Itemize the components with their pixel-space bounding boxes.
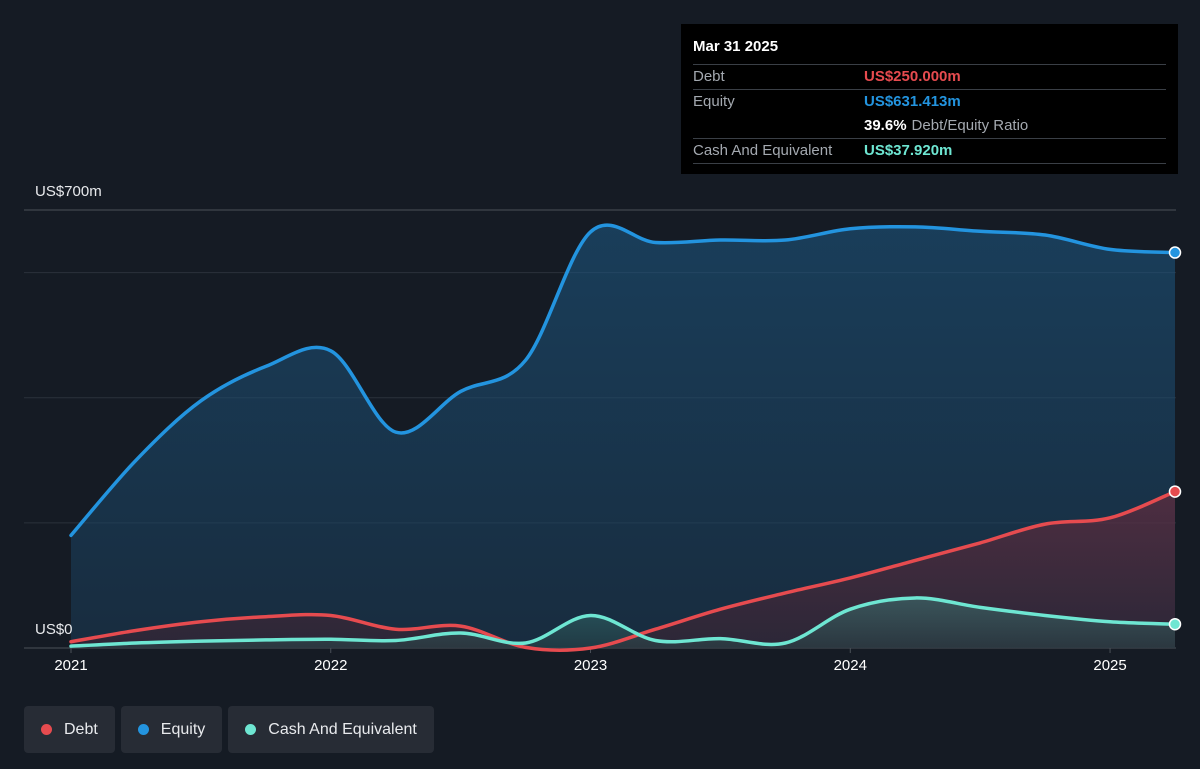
tooltip-panel: Mar 31 2025 Debt US$250.000m Equity US$6… xyxy=(681,24,1178,174)
tooltip-date: Mar 31 2025 xyxy=(693,38,779,55)
tooltip-debt-value: US$250.000m xyxy=(864,68,961,85)
cash-area xyxy=(71,597,1175,648)
tooltip-equity-label: Equity xyxy=(693,93,735,110)
legend: Debt Equity Cash And Equivalent xyxy=(24,706,434,753)
tooltip-row-ratio: 39.6% Debt/Equity Ratio xyxy=(693,114,1166,138)
legend-debt-label: Debt xyxy=(64,720,98,738)
series-endpoints xyxy=(1168,246,1182,631)
tooltip-ratio-value: 39.6% xyxy=(864,117,907,134)
tooltip-row-debt: Debt US$250.000m xyxy=(693,64,1166,89)
legend-item-debt[interactable]: Debt xyxy=(24,706,115,753)
x-tick-label: 2022 xyxy=(314,657,348,674)
legend-debt-dot xyxy=(41,724,52,735)
x-tick-label: 2023 xyxy=(573,657,608,674)
cash-line xyxy=(69,596,1177,648)
tooltip-row-equity: Equity US$631.413m xyxy=(693,89,1166,114)
x-tick-label: 2021 xyxy=(54,657,88,674)
cash-endpoint[interactable] xyxy=(1168,617,1182,631)
debt-endpoint[interactable] xyxy=(1168,485,1182,498)
equity-endpoint[interactable] xyxy=(1168,246,1182,259)
tooltip-equity-value: US$631.413m xyxy=(864,93,961,110)
equity-area xyxy=(71,225,1175,649)
legend-item-cash[interactable]: Cash And Equivalent xyxy=(228,706,434,753)
legend-equity-dot xyxy=(137,724,149,735)
y-axis-bottom-label: US$0 xyxy=(35,621,73,638)
y-axis-top-label: US$700m xyxy=(35,183,102,200)
series-areas xyxy=(71,225,1175,651)
legend-cash-dot xyxy=(245,724,257,735)
legend-cash-label: Cash And Equivalent xyxy=(268,720,417,738)
legend-item-equity[interactable]: Equity xyxy=(120,706,223,753)
tooltip-row-cash: Cash And Equivalent US$37.920m xyxy=(693,138,1166,164)
tooltip-ratio-label: Debt/Equity Ratio xyxy=(911,117,1029,134)
tooltip-cash-value: US$37.920m xyxy=(864,142,953,159)
debt-line xyxy=(69,489,1177,652)
legend-equity-label: Equity xyxy=(160,720,206,738)
series-lines xyxy=(69,223,1177,652)
tooltip-debt-label: Debt xyxy=(693,68,725,85)
x-tick-label: 2025 xyxy=(1093,657,1127,674)
tooltip-cash-label: Cash And Equivalent xyxy=(693,142,833,159)
x-tick-label: 2024 xyxy=(833,657,867,674)
equity-line xyxy=(69,223,1177,538)
